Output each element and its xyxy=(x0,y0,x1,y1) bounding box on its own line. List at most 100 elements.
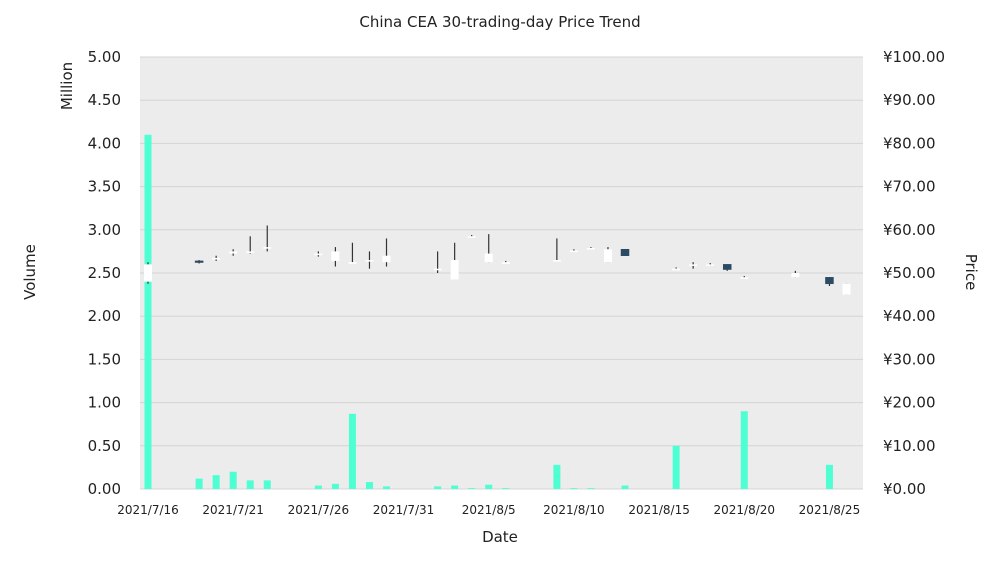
candle xyxy=(689,262,698,269)
left-tick-label: 1.50 xyxy=(88,350,121,368)
left-tick-label: 0.00 xyxy=(88,480,121,498)
candle xyxy=(229,249,238,256)
right-tick-label: ¥0.00 xyxy=(883,480,926,498)
candle xyxy=(263,225,272,252)
volume-bar xyxy=(502,488,510,489)
volume-bar xyxy=(451,485,459,489)
volume-bar xyxy=(434,486,442,489)
candle-body xyxy=(263,247,272,249)
candle-body xyxy=(382,255,391,263)
candle xyxy=(331,247,340,267)
candle xyxy=(569,249,578,253)
right-tick-label: ¥40.00 xyxy=(883,307,936,325)
right-tick-label: ¥50.00 xyxy=(883,264,936,282)
right-axis-ticks: ¥0.00 ¥10.00 ¥20.00 ¥30.00 ¥40.00 ¥50.00 ¥60.0… xyxy=(883,48,945,498)
x-tick-label: 2021/8/5 xyxy=(462,503,516,517)
volume-bar xyxy=(144,134,152,489)
volume-bar xyxy=(212,475,220,489)
candle xyxy=(552,238,561,262)
candle-body xyxy=(552,260,561,262)
left-axis-label: Volume xyxy=(21,244,39,300)
x-tick-label: 2021/8/20 xyxy=(713,503,775,517)
candle-body xyxy=(467,236,476,238)
candle-body xyxy=(672,268,681,271)
candle-body xyxy=(484,253,493,263)
candle-body xyxy=(791,273,800,278)
candle xyxy=(212,255,221,261)
x-tick-label: 2021/8/10 xyxy=(543,503,605,517)
candle-body xyxy=(450,260,459,280)
candle xyxy=(791,270,800,278)
candle xyxy=(825,277,834,286)
x-tick-label: 2021/7/26 xyxy=(288,503,350,517)
volume-bar xyxy=(570,488,578,489)
candle xyxy=(433,251,442,273)
right-tick-label: ¥80.00 xyxy=(883,134,936,152)
candle-body xyxy=(586,247,595,250)
volume-bar xyxy=(229,471,237,489)
right-tick-label: ¥100.00 xyxy=(883,48,945,66)
candle xyxy=(586,247,595,250)
candle xyxy=(246,236,255,254)
volume-bar xyxy=(485,484,493,489)
volume-bar xyxy=(383,486,391,489)
x-tick-label: 2021/8/25 xyxy=(799,503,861,517)
candle-body xyxy=(689,264,698,266)
left-axis-unit: Million xyxy=(58,62,76,110)
volume-bar xyxy=(314,485,322,489)
volume-bars xyxy=(144,134,833,489)
candle-body xyxy=(722,264,732,270)
candle xyxy=(144,262,152,284)
candle-body xyxy=(194,260,204,263)
candle xyxy=(740,276,749,279)
gridlines xyxy=(140,56,863,490)
volume-bar xyxy=(263,480,271,489)
candle xyxy=(467,234,476,238)
candle xyxy=(348,242,357,264)
candle xyxy=(314,251,323,257)
x-tick-label: 2021/7/21 xyxy=(202,503,264,517)
x-axis-label: Date xyxy=(482,528,518,546)
candle xyxy=(706,263,715,266)
right-tick-label: ¥10.00 xyxy=(883,437,936,455)
price-candles xyxy=(144,225,851,295)
volume-bar xyxy=(365,482,373,489)
candle xyxy=(365,251,374,269)
x-tick-label: 2021/7/31 xyxy=(373,503,435,517)
volume-bar xyxy=(672,445,680,489)
left-tick-label: 3.00 xyxy=(88,221,121,239)
right-axis-label: Price xyxy=(962,254,980,291)
left-tick-label: 1.00 xyxy=(88,394,121,412)
volume-bar xyxy=(331,483,339,489)
right-tick-label: ¥60.00 xyxy=(883,221,936,239)
volume-bar xyxy=(468,488,476,489)
candle-body xyxy=(433,268,442,271)
candle-body xyxy=(212,257,221,260)
volume-bar xyxy=(587,488,595,489)
left-tick-label: 4.00 xyxy=(88,134,121,152)
chart-title: China CEA 30-trading-day Price Trend xyxy=(359,13,640,31)
left-axis-ticks: 0.00 0.50 1.00 1.50 2.00 2.50 3.00 3.50 4.00 4.50… xyxy=(88,48,121,498)
candle xyxy=(484,234,493,263)
volume-bar xyxy=(348,413,356,489)
candle-body xyxy=(842,283,851,295)
right-tick-label: ¥70.00 xyxy=(883,178,936,196)
volume-bar xyxy=(195,478,203,489)
candle xyxy=(194,260,204,264)
volume-bar xyxy=(825,464,833,489)
candle-body xyxy=(144,264,152,282)
candle-body xyxy=(331,251,340,261)
volume-bar xyxy=(553,464,561,489)
candle xyxy=(382,238,391,267)
candle-body xyxy=(229,251,238,254)
left-tick-label: 2.50 xyxy=(88,264,121,282)
candle xyxy=(842,283,851,295)
volume-bar xyxy=(740,411,748,489)
left-tick-label: 3.50 xyxy=(88,178,121,196)
candle-body xyxy=(569,250,578,253)
candle xyxy=(450,242,459,280)
candle-body xyxy=(348,262,357,264)
candle xyxy=(501,260,510,264)
right-tick-label: ¥20.00 xyxy=(883,394,936,412)
